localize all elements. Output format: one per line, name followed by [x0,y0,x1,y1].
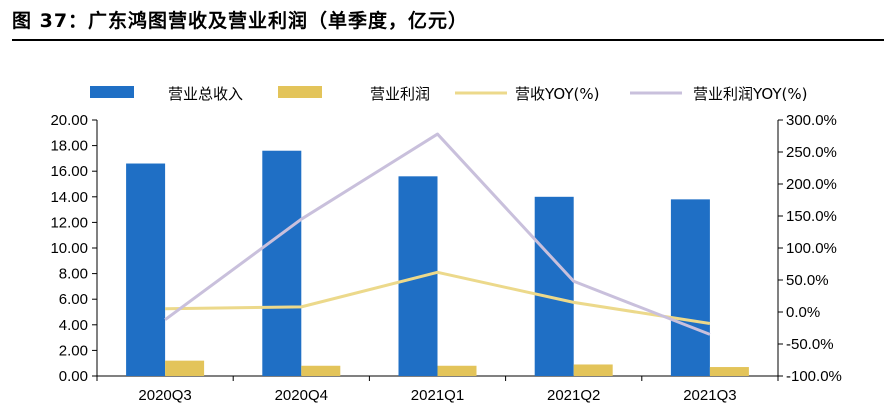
line-profit-yoy [164,132,711,336]
y-right-tick-label: 250.0% [786,144,837,161]
x-tick-label-2020Q3: 2020Q3 [138,387,191,404]
bar-revenue-2021Q2 [534,196,574,376]
y-right-tick-label: -100.0% [786,368,842,385]
y-right-tick-label: -50.0% [786,336,834,353]
y-left-tick-label: 2.00 [59,342,88,359]
figure-title: 图 37：广东鸿图营收及营业利润（单季度，亿元） [12,10,469,32]
y-left-tick-label: 0.00 [59,368,88,385]
bar-revenue-2020Q3 [126,163,166,376]
y-left-tick-label: 20.00 [50,112,88,129]
axes: 0.00 2.00 4.00 6.00 8.00 10.00 12.00 14.00 16.00… [50,112,841,385]
y-left-tick-label: 16.00 [50,163,88,180]
bar-revenue-2020Q4 [262,150,302,376]
y-left-tick-label: 6.00 [59,291,88,308]
legend-label-1: 营业利润 [370,85,430,103]
line-revenue-yoy [165,270,711,326]
bar-profit-2020Q4 [301,365,341,376]
line-series [164,132,711,336]
bar-profit-2021Q3 [709,367,749,376]
y-left-tick-label: 4.00 [59,317,88,334]
y-left-tick-label: 12.00 [50,214,88,231]
bar-series [126,150,749,376]
title-rule [12,39,884,41]
x-tick-labels: 2020Q3 2020Q4 2021Q1 2021Q2 2021Q3 [138,387,736,404]
x-tick-label-2021Q1: 2021Q1 [411,387,464,404]
y-left-tick-label: 10.00 [50,240,88,257]
legend: 营业总收入 营业利润 营收YOY(%) 营业利润YOY(%) [90,85,807,103]
legend-label-2: 营收YOY(%) [515,85,599,103]
y-right-tick-label: 50.0% [786,272,829,289]
legend-label-0: 营业总收入 [168,85,243,103]
bar-revenue-2021Q3 [670,199,710,376]
y-right-tick-label: 0.0% [786,304,820,321]
bar-profit-2021Q2 [573,364,613,376]
legend-swatch-1 [278,86,322,98]
legend-swatch-0 [90,86,134,98]
y-right-tick-label: 300.0% [786,112,837,129]
y-right-tick-label: 150.0% [786,208,837,225]
x-tick-label-2020Q4: 2020Q4 [275,387,328,404]
y-left-tick-label: 18.00 [50,138,88,155]
bar-profit-2021Q1 [437,365,477,376]
x-tick-label-2021Q2: 2021Q2 [547,387,600,404]
y-left-tick-label: 14.00 [50,189,88,206]
legend-label-3: 营业利润YOY(%) [693,85,807,103]
y-left-tick-label: 8.00 [59,266,88,283]
x-tick-label-2021Q3: 2021Q3 [683,387,736,404]
y-right-tick-label: 200.0% [786,176,837,193]
bar-profit-2020Q3 [165,360,205,376]
y-right-tick-label: 100.0% [786,240,837,257]
